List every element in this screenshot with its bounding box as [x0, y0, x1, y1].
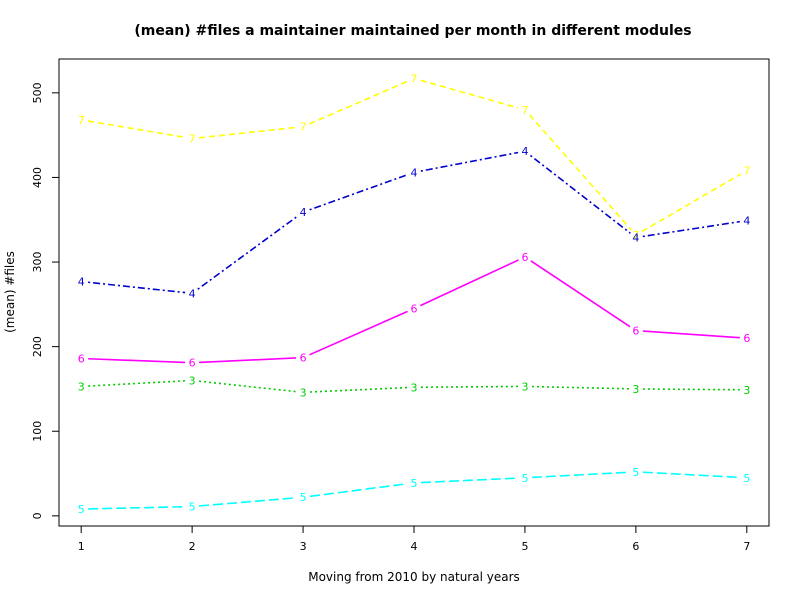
- x-tick-label: 3: [300, 540, 307, 553]
- data-point: 6: [78, 352, 85, 365]
- data-point: 3: [300, 386, 307, 399]
- data-point: 5: [521, 472, 528, 485]
- x-axis: 1 2 3 4 5 6 7: [78, 526, 750, 553]
- series-line-segment: [529, 154, 631, 234]
- series-line-segment: [88, 505, 186, 510]
- series-line-segment: [642, 330, 740, 339]
- series-line-segment: [528, 114, 632, 231]
- y-tick-label: 200: [31, 336, 44, 357]
- data-point: 7: [78, 114, 85, 127]
- series-line-segment: [309, 482, 408, 498]
- data-point: 6: [743, 332, 750, 345]
- data-point: 3: [411, 381, 418, 394]
- series-line-segment: [199, 357, 297, 364]
- data-point: 7: [632, 229, 639, 242]
- series-line-segment: [199, 380, 297, 393]
- data-point: 3: [189, 374, 196, 387]
- data-point: 3: [521, 380, 528, 393]
- series-line-segment: [310, 386, 408, 393]
- y-tick-label: 500: [31, 82, 44, 103]
- y-axis-label: (mean) #files: [3, 251, 17, 333]
- series-line-segment: [87, 120, 186, 139]
- data-point: 4: [521, 145, 528, 158]
- series-line-segment: [420, 259, 519, 307]
- data-point: 6: [189, 357, 196, 370]
- data-point: 3: [743, 384, 750, 397]
- data-point: 5: [743, 472, 750, 485]
- series-3: 3 3 3 3 3 3 3: [78, 374, 751, 399]
- data-point: 5: [189, 501, 196, 514]
- series-4: 4 4 4 4 4 4 4: [78, 145, 751, 300]
- series-line-segment: [88, 281, 186, 294]
- data-point: 7: [411, 72, 418, 85]
- data-point: 7: [300, 121, 307, 134]
- data-point: 6: [521, 251, 528, 264]
- series-line-segment: [420, 477, 518, 484]
- data-point: 7: [743, 165, 750, 178]
- series-line-segment: [531, 385, 629, 390]
- x-tick-label: 7: [743, 540, 750, 553]
- series-5: 5 5 5 5 5 5 5: [78, 466, 751, 516]
- y-tick-label: 0: [31, 512, 44, 519]
- data-point: 6: [632, 325, 639, 338]
- data-point: 5: [411, 477, 418, 490]
- data-point: 4: [78, 276, 85, 289]
- data-point: 4: [632, 232, 639, 245]
- data-point: 4: [411, 166, 418, 179]
- series-line-segment: [197, 215, 298, 290]
- x-tick-label: 2: [189, 540, 196, 553]
- series-line-segment: [642, 471, 740, 479]
- series-line-segment: [642, 220, 741, 238]
- series-line-segment: [420, 79, 519, 109]
- series-line-segment: [199, 126, 297, 139]
- series-7: 7 7 7 7 7 7 7: [78, 72, 751, 242]
- series-line-segment: [309, 80, 408, 125]
- series-line-segment: [530, 260, 631, 328]
- x-axis-label: Moving from 2010 by natural years: [308, 570, 520, 584]
- series-line-segment: [309, 173, 408, 211]
- series-line-segment: [531, 471, 629, 479]
- series-line-segment: [420, 385, 518, 389]
- data-point: 7: [521, 104, 528, 117]
- data-point: 4: [300, 206, 307, 219]
- data-point: 4: [189, 287, 196, 300]
- data-point: 3: [632, 383, 639, 396]
- y-tick-label: 400: [31, 167, 44, 188]
- series-line-segment: [420, 151, 519, 172]
- x-tick-label: 4: [411, 540, 418, 553]
- x-tick-label: 5: [521, 540, 528, 553]
- data-point: 3: [78, 380, 85, 393]
- chart-title: (mean) #files a maintainer maintained pe…: [134, 23, 691, 39]
- data-point: 6: [300, 352, 307, 365]
- data-point: 5: [78, 503, 85, 516]
- data-point: 7: [189, 133, 196, 146]
- series-line-segment: [88, 380, 186, 387]
- data-point: 4: [743, 215, 750, 228]
- series-line-segment: [199, 497, 297, 507]
- x-tick-label: 6: [632, 540, 639, 553]
- series-6: 6 6 6 6 6 6 6: [78, 251, 751, 370]
- series-line-segment: [642, 388, 740, 391]
- plot-area: [58, 58, 770, 527]
- y-tick-label: 100: [31, 421, 44, 442]
- x-tick-label: 1: [78, 540, 85, 553]
- series-line-segment: [641, 173, 742, 233]
- data-point: 5: [632, 466, 639, 479]
- data-point: 5: [300, 491, 307, 504]
- y-axis: 0 100 200 300 400 500: [31, 82, 59, 519]
- series-line-segment: [309, 310, 408, 356]
- data-point: 6: [411, 303, 418, 316]
- series-line-segment: [88, 357, 186, 364]
- y-tick-label: 300: [31, 252, 44, 273]
